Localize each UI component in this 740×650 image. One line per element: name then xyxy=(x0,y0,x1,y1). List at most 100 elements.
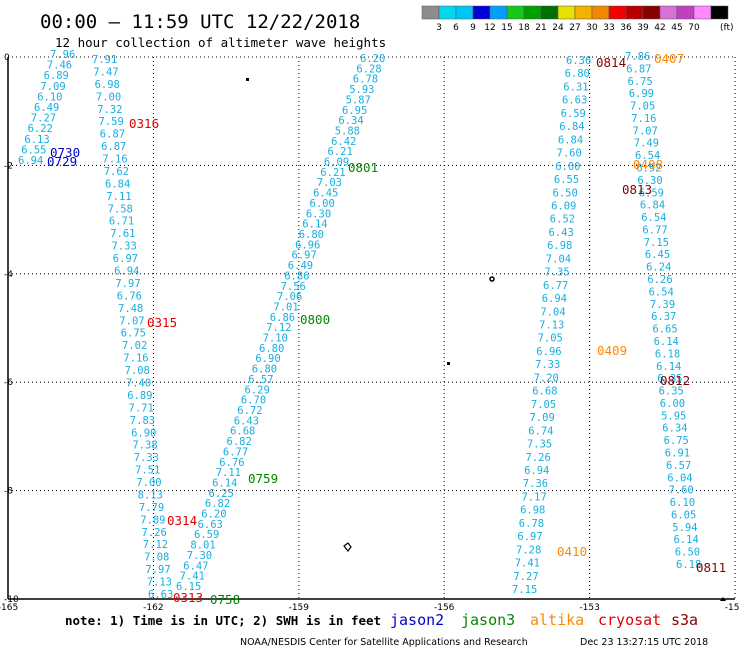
footer-credit: NOAA/NESDIS Center for Satellite Applica… xyxy=(240,637,528,648)
colorbar-tick-label: 36 xyxy=(620,23,632,33)
wave-height-value: 6.42 xyxy=(331,136,356,148)
wave-height-value: 6.54 xyxy=(649,286,674,298)
wave-height-value: 6.82 xyxy=(227,436,252,448)
wave-height-value: 7.33 xyxy=(134,452,159,464)
wave-height-value: 7.36 xyxy=(523,478,548,490)
colorbar-tick-label: 15 xyxy=(501,23,512,33)
wave-height-value: 6.14 xyxy=(674,534,699,546)
wave-height-value: 7.16 xyxy=(123,353,148,365)
colorbar-tick-label: 12 xyxy=(484,23,495,33)
colorbar-swatch xyxy=(506,5,525,20)
wave-height-value: 7.35 xyxy=(527,439,552,451)
wave-height-value: 6.34 xyxy=(338,115,363,127)
colorbar-swatch xyxy=(574,5,593,20)
wave-height-value: 6.68 xyxy=(230,426,255,438)
wave-height-value: 8.13 xyxy=(138,490,163,502)
longitude-tick-label: -165 xyxy=(0,603,18,613)
wave-height-value: 6.55 xyxy=(554,174,579,186)
colorbar-swatch xyxy=(710,5,729,20)
wave-height-value: 6.50 xyxy=(675,547,700,559)
wave-height-value: 6.14 xyxy=(656,361,681,373)
wave-height-value: 6.09 xyxy=(551,201,576,213)
wave-height-value: 6.52 xyxy=(636,163,661,175)
wave-height-value: 6.45 xyxy=(313,188,338,200)
pass-time-label: 0315 xyxy=(147,315,177,330)
wave-height-value: 6.59 xyxy=(194,529,219,541)
wave-height-value: 7.60 xyxy=(557,148,582,160)
colorbar-tick-label: 45 xyxy=(671,23,682,33)
colorbar-swatch xyxy=(489,5,508,20)
wave-height-value: 6.77 xyxy=(642,225,667,237)
colorbar-tick-label: 70 xyxy=(688,23,700,33)
pass-time-label: 0407 xyxy=(654,51,684,66)
wave-height-value: 6.84 xyxy=(559,121,584,133)
colorbar-swatch xyxy=(625,5,644,20)
wave-height-value: 6.98 xyxy=(520,505,545,517)
wave-height-value: 6.86 xyxy=(270,312,295,324)
wave-height-value: 7.32 xyxy=(97,104,122,116)
longitude-tick-label: -156 xyxy=(434,603,455,613)
wave-height-value: 7.27 xyxy=(513,571,538,583)
wave-height-value: 6.24 xyxy=(646,262,671,274)
wave-height-value: 6.84 xyxy=(105,178,130,190)
wave-height-value: 6.78 xyxy=(353,74,378,86)
wave-height-value: 6.76 xyxy=(117,290,142,302)
wave-height-value: 7.06 xyxy=(277,291,302,303)
pass-time-label: 0800 xyxy=(300,312,330,327)
wave-height-value: 6.80 xyxy=(299,229,324,241)
wave-height-value: 6.18 xyxy=(676,559,701,571)
wave-height-value: 7.38 xyxy=(132,440,157,452)
wave-height-value: 7.62 xyxy=(104,166,129,178)
wave-height-value: 7.20 xyxy=(534,372,559,384)
wave-height-value: 7.16 xyxy=(631,113,656,125)
pass-time-label: 0313 xyxy=(173,590,203,605)
wave-height-value: 6.30 xyxy=(306,208,331,220)
wave-height-value: 6.10 xyxy=(670,497,695,509)
satellite-legend: jason2 jason3 altika cryosat s3a xyxy=(390,611,698,629)
wave-height-value: 6.00 xyxy=(310,198,335,210)
wave-height-value: 6.20 xyxy=(360,53,385,65)
wave-height-value: 6.09 xyxy=(324,157,349,169)
wave-height-value: 6.94 xyxy=(542,293,567,305)
longitude-tick-label: -162 xyxy=(143,603,163,613)
wave-height-value: 7.48 xyxy=(118,303,143,315)
wave-height-value: 7.07 xyxy=(119,315,144,327)
wave-height-value: 6.77 xyxy=(223,446,248,458)
pass-time-label: 0316 xyxy=(129,116,159,131)
island-marker xyxy=(489,276,495,282)
wave-height-value: 7.79 xyxy=(139,502,164,514)
wave-height-value: 6.82 xyxy=(205,498,230,510)
wave-height-value: 6.43 xyxy=(234,415,259,427)
wave-height-value: 7.28 xyxy=(516,544,541,556)
wave-height-value: 6.97 xyxy=(292,250,317,262)
colorbar-tick-label: 39 xyxy=(637,23,649,33)
wave-height-value: 6.26 xyxy=(647,274,672,286)
wave-height-value: 5.94 xyxy=(672,522,697,534)
footer-timestamp: Dec 23 13:27:15 UTC 2018 xyxy=(580,637,708,648)
wave-height-value: 8.01 xyxy=(190,540,215,552)
wave-height-value: 6.50 xyxy=(553,187,578,199)
colorbar-tick-label: 42 xyxy=(654,23,665,33)
map-grid: -165 -162 -159 -156 -153 -150 0 -2 -4 -6 -8 -10 xyxy=(0,53,740,613)
wave-height-value: 7.33 xyxy=(535,359,560,371)
colorbar-swatch xyxy=(608,5,627,20)
wave-height-value: 6.28 xyxy=(356,63,381,75)
wave-height-value: 6.49 xyxy=(288,260,313,272)
wave-height-value: 7.13 xyxy=(147,577,172,589)
colorbar-legend: 3 6 9 12 15 18 21 24 27 30 33 36 39 42 45 70 (ft) xyxy=(421,5,734,33)
wave-height-value: 6.91 xyxy=(665,448,690,460)
wave-height-value: 7.89 xyxy=(140,514,165,526)
longitude-tick-label: -150 xyxy=(725,603,740,613)
wave-height-value: 7.30 xyxy=(187,550,212,562)
colorbar-unit-label: (ft) xyxy=(720,23,734,33)
wave-height-value: 6.52 xyxy=(550,214,575,226)
wave-height-value: 7.05 xyxy=(531,399,556,411)
wave-height-value: 5.95 xyxy=(661,410,686,422)
wave-height-value: 7.03 xyxy=(317,177,342,189)
wave-height-value: 6.70 xyxy=(241,395,266,407)
colorbar-swatch xyxy=(540,5,559,20)
wave-height-value: 7.61 xyxy=(110,228,135,240)
wave-height-value: 6.96 xyxy=(295,239,320,251)
wave-height-value: 6.10 xyxy=(37,91,62,103)
